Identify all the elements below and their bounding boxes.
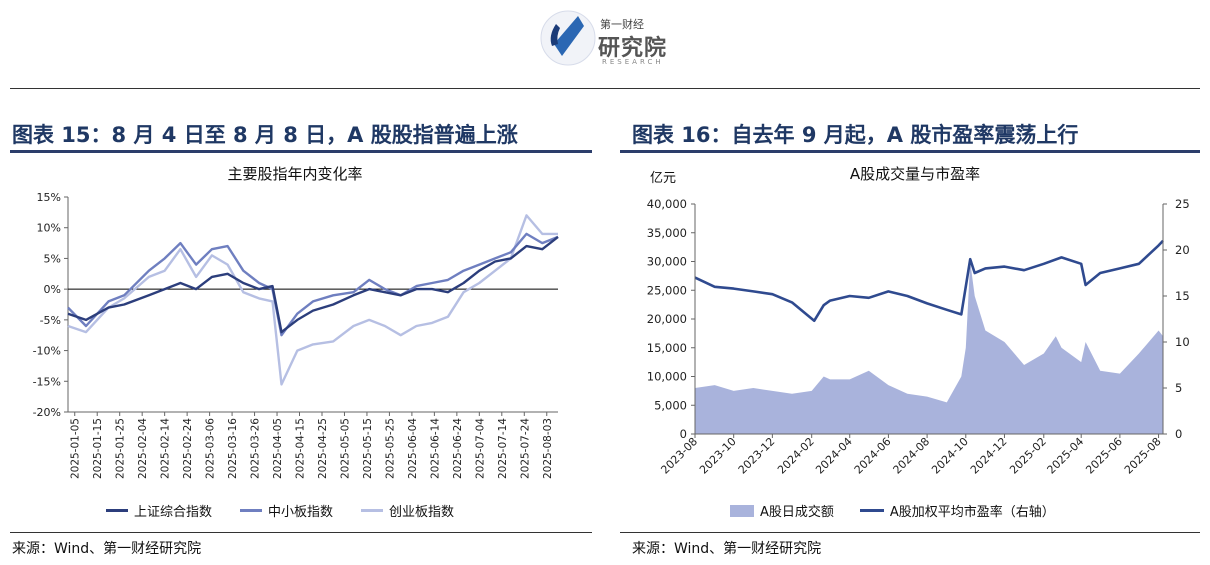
left-bottom-rule: [10, 532, 592, 533]
brand-logo: 第一财经 研究院 RESEARCH: [540, 6, 680, 70]
x-tick-label: 2025-08: [1122, 435, 1164, 477]
series-line: [67, 214, 558, 386]
y2-tick-label: 25: [1175, 197, 1190, 211]
y-tick-label: 5,000: [654, 398, 687, 412]
y2-tick-label: 15: [1175, 289, 1190, 303]
x-tick-label: 2025-03-16: [227, 418, 239, 479]
x-tick-label: 2025-04-25: [317, 418, 329, 479]
right-source: 来源：Wind、第一财经研究院: [632, 541, 822, 557]
right-panel-title: 图表 16：自去年 9 月起，A 股市盈率震荡上行: [632, 123, 1079, 147]
right-y-axis-unit: 亿元: [650, 171, 677, 186]
x-tick-label: 2025-02-04: [137, 418, 149, 479]
x-tick-label: 2025-06-24: [452, 418, 464, 479]
y-tick-label: 10,000: [647, 370, 687, 384]
legend-swatch-gem: [361, 509, 384, 512]
logo-text-top: 第一财经: [600, 18, 644, 31]
x-tick-label: 2025-08-03: [542, 418, 554, 479]
x-tick-label: 2025-03-26: [250, 418, 262, 479]
y-tick-label: 30,000: [647, 255, 687, 269]
logo-text-sub: RESEARCH: [602, 58, 664, 66]
x-tick-label: 2025-02-14: [160, 418, 172, 479]
y-tick-label: 15%: [37, 191, 61, 204]
x-tick-label: 2023-10: [697, 435, 739, 477]
x-tick-label: 2023-08: [658, 435, 700, 477]
x-tick-label: 2025-02-24: [182, 418, 194, 479]
left-source: 来源：Wind、第一财经研究院: [12, 541, 202, 557]
x-tick-label: 2025-05-25: [384, 418, 396, 479]
left-title-rule: [10, 150, 592, 153]
y-tick-label: -5%: [40, 314, 61, 327]
pe-line: [694, 239, 1164, 323]
legend-label-sh: 上证综合指数: [134, 505, 213, 520]
y2-tick-label: 5: [1175, 381, 1182, 395]
x-tick-label: 2025-07-24: [519, 418, 531, 479]
x-tick-label: 2025-04: [1045, 435, 1087, 477]
right-legend: A股日成交额 A股加权平均市盈率（右轴）: [730, 501, 1055, 520]
y-tick-label: 15,000: [647, 341, 687, 355]
y-tick-label: -15%: [33, 375, 61, 388]
left-legend: 上证综合指数 中小板指数 创业板指数: [106, 501, 454, 520]
right-chart-title: A股成交量与市盈率: [849, 165, 981, 183]
left-chart-title: 主要股指年内变化率: [227, 165, 363, 183]
series-line: [67, 232, 559, 337]
x-tick-label: 2025-06: [1083, 435, 1125, 477]
y-tick-label: 10%: [37, 222, 61, 235]
y-tick-label: 0: [680, 427, 687, 441]
x-tick-label: 2025-01-25: [115, 418, 127, 479]
x-tick-label: 2024-06: [852, 435, 894, 477]
y-tick-label: 0%: [44, 283, 61, 296]
y-tick-label: 40,000: [647, 197, 687, 211]
y2-tick-label: 10: [1175, 335, 1190, 349]
x-tick-label: 2025-01-05: [70, 418, 82, 479]
x-tick-label: 2025-04-05: [272, 418, 284, 479]
legend-swatch-volume: [730, 504, 754, 517]
legend-swatch-pe: [859, 509, 884, 512]
x-tick-label: 2025-05-05: [339, 418, 351, 479]
y2-tick-label: 0: [1175, 427, 1182, 441]
x-tick-label: 2025-06-04: [407, 418, 419, 479]
series-line: [67, 235, 559, 334]
right-chart: 40,000 35,000 30,000 25,000 20,000 15,000 10,0…: [647, 197, 1190, 477]
x-tick-label: 2024-08: [891, 435, 933, 477]
legend-label-volume: A股日成交额: [760, 505, 834, 520]
legend-label-gem: 创业板指数: [389, 505, 455, 520]
right-title-rule: [620, 150, 1200, 153]
header-divider: [10, 88, 1200, 89]
x-tick-label: 2025-04-15: [295, 418, 307, 479]
x-tick-label: 2025-07-14: [497, 418, 509, 479]
x-tick-label: 2025-06-14: [429, 418, 441, 479]
x-tick-label: 2024-12: [968, 435, 1010, 477]
volume-area: [695, 261, 1163, 434]
y2-tick-label: 20: [1175, 243, 1190, 257]
x-tick-label: 2025-07-04: [474, 418, 486, 479]
x-tick-label: 2025-05-15: [362, 418, 374, 479]
left-chart: 15% 10% 5% 0% -5% -10% -15% -20% 2025-01-05 2025-…: [33, 191, 559, 479]
y-tick-label: 20,000: [647, 312, 687, 326]
x-tick-label: 2024-04: [813, 435, 855, 477]
y-tick-label: 35,000: [647, 226, 687, 240]
legend-label-sme: 中小板指数: [268, 505, 334, 520]
y-tick-label: -20%: [33, 406, 61, 419]
x-tick-label: 2025-02: [1007, 435, 1049, 477]
left-panel-title: 图表 15：8 月 4 日至 8 月 8 日，A 股股指普遍上涨: [12, 123, 518, 147]
y-tick-label: 5%: [44, 252, 61, 265]
x-tick-label: 2024-10: [929, 435, 971, 477]
right-bottom-rule: [620, 532, 1200, 533]
legend-label-pe: A股加权平均市盈率（右轴）: [889, 505, 1055, 520]
x-tick-label: 2025-01-15: [92, 418, 104, 479]
logo-text-main: 研究院: [598, 36, 668, 61]
y-tick-label: -10%: [33, 345, 61, 358]
x-tick-label: 2024-02: [775, 435, 817, 477]
legend-swatch-sh: [106, 509, 128, 512]
y-tick-label: 25,000: [647, 283, 687, 297]
x-tick-label: 2023-12: [736, 435, 778, 477]
x-tick-label: 2025-03-06: [205, 418, 217, 479]
legend-swatch-sme: [240, 509, 263, 512]
